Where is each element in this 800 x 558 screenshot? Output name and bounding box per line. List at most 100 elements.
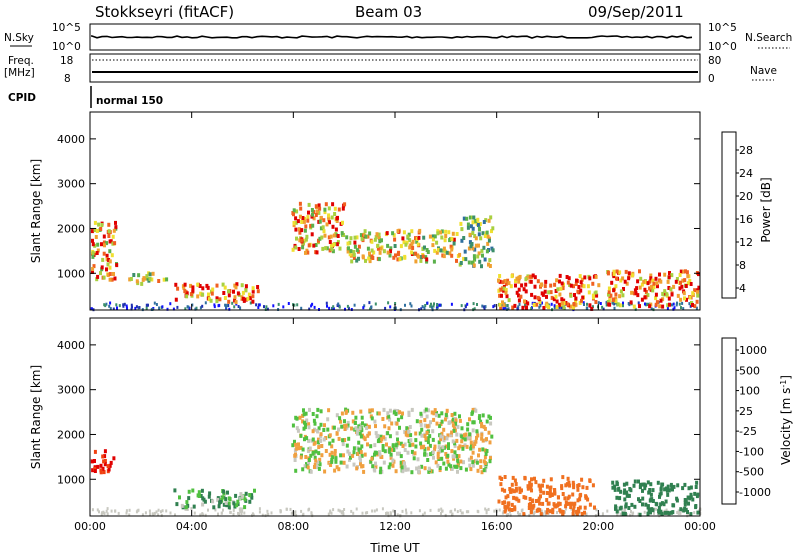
scatter-cell [161, 509, 164, 513]
data-cell [477, 243, 480, 248]
data-cell [114, 225, 118, 230]
data-cell [666, 279, 670, 284]
x-tick-label: 08:00 [277, 520, 309, 533]
data-cell [107, 234, 111, 238]
data-cell [565, 275, 569, 279]
data-cell [624, 269, 628, 274]
scatter-cell [186, 305, 189, 309]
data-cell [625, 490, 629, 495]
data-cell [531, 505, 535, 510]
data-cell [502, 286, 506, 291]
data-cell [482, 468, 486, 473]
data-cell [297, 247, 301, 251]
data-cell [410, 229, 414, 234]
data-cell [638, 285, 642, 290]
data-cell [617, 486, 621, 491]
data-cell [483, 461, 487, 465]
data-cell [90, 459, 94, 464]
data-cell [302, 412, 306, 417]
data-cell [459, 261, 463, 265]
data-cell [658, 304, 662, 309]
data-cell [222, 291, 226, 295]
data-cell [440, 235, 444, 240]
data-cell [435, 240, 439, 245]
data-cell [317, 466, 321, 471]
scatter-cell [199, 513, 202, 517]
scatter-cell [622, 304, 624, 308]
data-cell [557, 501, 561, 506]
data-cell [455, 454, 459, 458]
data-cell [405, 426, 409, 431]
data-cell [352, 462, 356, 467]
data-cell [459, 466, 463, 471]
data-cell [298, 415, 302, 420]
data-cell [477, 226, 481, 231]
data-cell [174, 297, 178, 302]
data-cell [622, 512, 626, 517]
data-cell [450, 247, 454, 252]
data-cell [567, 276, 571, 281]
data-cell [559, 286, 563, 291]
data-cell [103, 462, 107, 467]
data-cell [251, 286, 255, 291]
data-cell [421, 246, 425, 251]
data-cell [640, 297, 644, 302]
data-cell [676, 483, 680, 488]
data-cell [425, 259, 429, 264]
data-cell [679, 269, 683, 274]
data-cell [519, 294, 523, 299]
scatter-cell [232, 512, 235, 516]
data-cell [244, 284, 248, 289]
data-cell [243, 497, 247, 502]
data-cell [572, 284, 575, 289]
data-cell [618, 506, 622, 511]
data-cell [248, 499, 252, 504]
scatter-cell [650, 307, 653, 311]
scatter-cell [363, 304, 366, 308]
data-cell [191, 288, 195, 293]
data-cell [684, 507, 688, 512]
data-cell [379, 246, 383, 251]
data-cell [644, 502, 648, 507]
data-cell [405, 240, 409, 245]
data-cell [473, 247, 477, 252]
data-cell [419, 445, 423, 450]
data-cell [633, 479, 637, 484]
data-cell [479, 236, 483, 241]
scatter-cell [158, 306, 161, 310]
data-cell [294, 245, 298, 250]
data-cell [435, 250, 439, 255]
data-cell [579, 288, 583, 293]
data-cell [91, 267, 95, 271]
data-cell [648, 498, 652, 503]
data-cell [560, 297, 564, 302]
data-cell [469, 244, 473, 249]
data-cell [588, 276, 592, 281]
scatter-cell [308, 307, 311, 311]
data-cell [410, 241, 414, 246]
data-cell [615, 495, 619, 500]
data-cell [474, 236, 478, 241]
scatter-cell [459, 509, 462, 513]
data-cell [691, 291, 695, 296]
data-cell [327, 408, 331, 413]
data-cell [449, 244, 453, 249]
data-cell [432, 259, 436, 264]
data-cell [437, 440, 441, 445]
data-cell [665, 488, 669, 493]
scatter-cell [227, 304, 230, 307]
data-cell [468, 417, 471, 422]
data-cell [113, 276, 117, 281]
scatter-cell [693, 511, 696, 515]
data-cell [686, 510, 689, 514]
power-colorbar-label: Power [dB] [759, 177, 773, 242]
data-cell [451, 417, 455, 422]
data-cell [389, 452, 393, 457]
data-cell [353, 235, 357, 240]
data-cell [420, 427, 424, 432]
data-cell [96, 274, 100, 279]
scatter-cell [352, 511, 355, 515]
data-cell [431, 437, 435, 442]
scatter-cell [631, 512, 634, 516]
data-cell [360, 415, 364, 420]
